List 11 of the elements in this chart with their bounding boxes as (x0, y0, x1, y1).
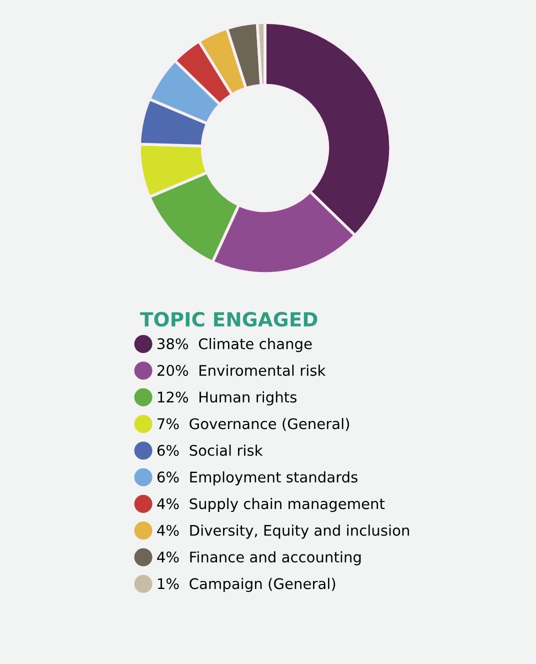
legend-label: 20% Enviromental risk (157, 364, 326, 376)
legend-label: 7% Governance (General) (158, 418, 350, 431)
legend-label: 4% Finance and accounting (157, 551, 361, 566)
legend-label: 6% Social risk (157, 444, 263, 456)
legend-label: 6% Employment standards (157, 471, 358, 486)
legend-label: 1% Campaign (General) (158, 578, 336, 592)
legend-label: 4% Diversity, Equity and inclusion (157, 524, 409, 539)
legend-label: 12% Human rights (158, 391, 296, 406)
legend-label: 4% Supply chain management (157, 498, 385, 512)
legend-title: TOPIC ENGAGED (140, 312, 318, 327)
legend-label: 38% Climate change (158, 338, 312, 352)
